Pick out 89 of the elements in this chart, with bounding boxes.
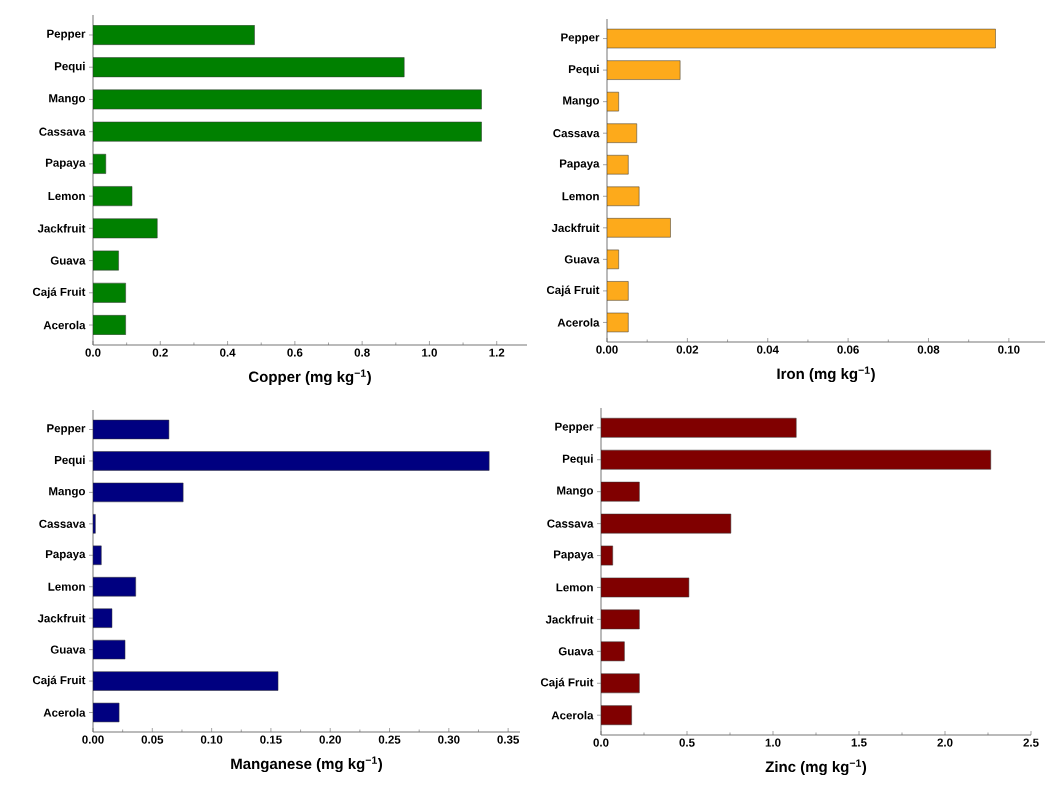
x-tick-label: 0.6 [287, 348, 303, 357]
y-tick-label: Mango [49, 94, 86, 105]
bar [93, 451, 490, 471]
bar [601, 417, 797, 438]
y-tick-label: Cassava [39, 519, 86, 528]
y-tick-label: Acerola [557, 318, 600, 327]
x-tick-label: 0.06 [837, 345, 859, 354]
x-tick-label: 1.2 [489, 348, 505, 357]
x-tick-label: 0.04 [757, 345, 779, 354]
bar [93, 671, 279, 691]
bar [93, 25, 255, 45]
x-tick-label: 0.30 [438, 735, 460, 744]
y-tick-label: Pequi [54, 61, 85, 73]
y-tick-label: Pepper [47, 29, 86, 41]
x-tick-label: 1.0 [422, 348, 437, 357]
y-tick-label: Cajá Fruit [546, 285, 600, 297]
y-tick-label: Cajá Fruit [32, 675, 86, 687]
x-tick-label: 0.35 [497, 735, 520, 744]
y-tick-label: Cajá Fruit [32, 287, 86, 299]
x-tick-label: 1.5 [851, 738, 867, 747]
bar [601, 481, 640, 502]
bar [93, 218, 158, 239]
y-tick-label: Papaya [45, 158, 86, 170]
y-tick-label: Guava [50, 645, 86, 654]
x-tick-label: 0.20 [319, 735, 341, 744]
y-tick-label: Cassava [553, 129, 600, 138]
y-tick-label: Cassava [547, 519, 594, 528]
bar [93, 121, 482, 142]
x-tick-label: 0.02 [676, 345, 699, 354]
y-tick-label: Pepper [561, 33, 600, 44]
y-tick-label: Pequi [54, 455, 85, 467]
y-tick-label: Lemon [48, 582, 85, 591]
y-tick-label: Pepper [47, 424, 86, 435]
x-tick-label: 0.10 [200, 735, 223, 744]
y-tick-label: Cassava [39, 127, 86, 136]
bar [601, 513, 732, 534]
x-tick-label: 0.05 [141, 735, 164, 744]
y-tick-label: Acerola [43, 708, 86, 717]
x-tick-label: 0.00 [82, 735, 104, 744]
bar [607, 186, 640, 206]
y-tick-label: Papaya [559, 159, 600, 170]
x-tick-label: 0.8 [354, 348, 370, 357]
x-tick-label: 0.2 [152, 348, 168, 357]
y-tick-label: Guava [558, 647, 594, 656]
x-tick-label: 2.5 [1023, 738, 1039, 747]
x-tick-label: 0.08 [917, 345, 940, 354]
bar [93, 89, 482, 110]
bar [93, 577, 136, 597]
y-tick-label: Lemon [556, 583, 593, 592]
y-tick-label: Pepper [555, 422, 594, 433]
x-tick-label: 1.0 [765, 738, 781, 747]
x-tick-label: 0.0 [593, 738, 609, 747]
y-tick-label: Mango [49, 487, 86, 498]
y-tick-label: Mango [557, 486, 594, 497]
y-tick-label: Cajá Fruit [540, 677, 594, 689]
bar [607, 60, 681, 80]
bar [601, 673, 640, 694]
y-tick-label: Jackfruit [37, 224, 86, 233]
x-axis-title: Zinc (mg kg$^{−1}$) [765, 759, 867, 776]
x-tick-label: 0.5 [679, 738, 695, 747]
bar [601, 609, 640, 630]
bar [607, 123, 637, 143]
y-tick-label: Jackfruit [545, 615, 594, 624]
x-tick-label: 0.00 [596, 345, 618, 354]
x-axis-title: Copper (mg kg$^{−1}$) [248, 369, 371, 386]
x-tick-label: 2.0 [937, 738, 953, 747]
y-tick-label: Acerola [43, 320, 86, 330]
y-tick-label: Papaya [45, 550, 86, 561]
y-tick-label: Lemon [48, 192, 85, 201]
x-tick-label: 0.25 [378, 735, 401, 744]
x-tick-label: 0.10 [998, 345, 1020, 354]
bar [601, 449, 992, 470]
x-axis-title: Iron (mg kg$^{−1}$) [777, 366, 875, 383]
y-tick-label: Papaya [553, 550, 594, 561]
y-tick-label: Jackfruit [551, 223, 600, 233]
y-tick-label: Acerola [551, 710, 594, 720]
bar [607, 218, 671, 238]
y-tick-label: Guava [564, 255, 600, 264]
y-tick-label: Lemon [562, 192, 599, 201]
x-tick-label: 0.15 [260, 735, 282, 744]
x-axis-title: Manganese (mg kg$^{−1}$) [231, 756, 382, 773]
y-tick-label: Pequi [562, 454, 593, 466]
x-tick-label: 0.0 [85, 348, 101, 357]
y-tick-label: Mango [563, 96, 600, 107]
x-tick-label: 0.4 [220, 348, 236, 357]
y-tick-label: Pequi [568, 64, 599, 76]
bar [93, 57, 405, 78]
y-tick-label: Jackfruit [37, 613, 86, 623]
y-tick-label: Guava [50, 256, 86, 265]
